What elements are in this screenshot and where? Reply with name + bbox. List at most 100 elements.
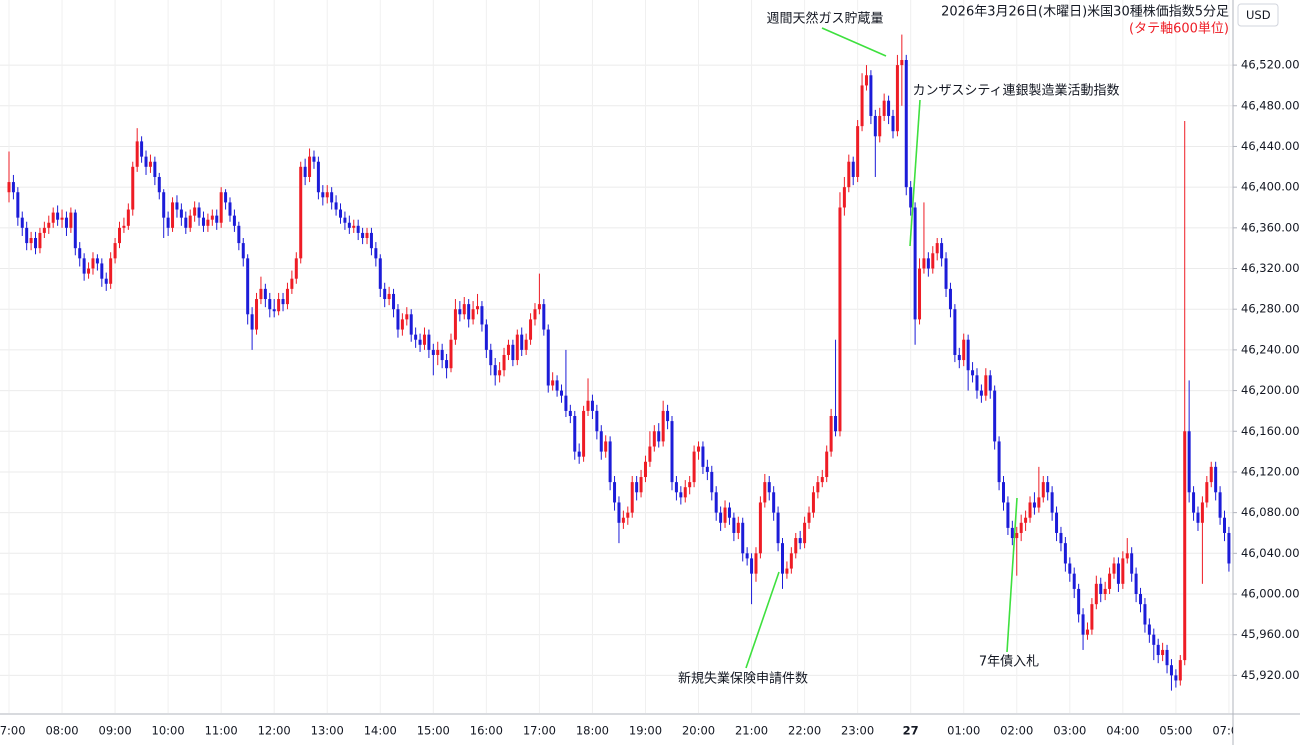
x-tick-label: 17:00 [523,724,556,738]
candle-body [1169,665,1173,676]
candle-body [1125,553,1129,559]
candle-body [1094,583,1098,605]
candle-body [91,258,95,269]
candle-body [179,209,183,218]
candle-body [568,410,572,417]
x-tick-label: 19:00 [629,724,662,738]
candle-body [436,349,440,355]
candle-body [754,553,758,574]
candle-body [1032,502,1036,508]
y-tick-label: 46,520.00 [1241,58,1300,72]
x-tick-label: 09:00 [99,724,132,738]
candle-body [573,416,577,452]
x-tick-label: 04:00 [1106,724,1139,738]
y-tick-label: 46,480.00 [1241,98,1300,112]
candle-body [219,192,223,223]
candle-body [369,232,373,249]
candle-body [400,319,404,330]
annotation: 週間天然ガス貯蔵量 [766,11,883,27]
candle-body [56,212,60,220]
candle-body [294,258,298,279]
candle-body [484,324,488,350]
candle-body [825,451,829,478]
x-tick-label: 05:00 [1159,724,1192,738]
candle-body [1156,644,1160,656]
candle-body [586,400,590,411]
candle-body [1218,492,1222,518]
candle-body [1200,502,1204,523]
candle-body [330,192,334,203]
candle-body [1063,543,1067,564]
candle-body [100,263,104,279]
candle-body [542,304,546,330]
candle-body [78,248,82,259]
candle-body [1010,527,1014,539]
candle-body [785,568,789,574]
candle-body [608,441,612,483]
x-axis: 07:00 08:00 09:00 10:00 11:00 12:00 13:00 14:00… [0,724,1245,738]
candle-body [741,522,745,554]
candle-body [926,258,930,269]
candle-body [789,553,793,569]
y-tick-label: 45,960.00 [1241,627,1300,641]
x-tick-label: 22:00 [788,724,821,738]
y-tick-label: 46,040.00 [1241,546,1300,560]
x-tick-label: 15:00 [417,724,450,738]
candle-body [524,339,528,350]
candle-body [1081,614,1085,635]
candle-body [303,166,307,177]
currency-box [1237,3,1279,27]
candle-body [1227,532,1231,564]
candle-body [643,461,647,478]
x-tick-label: 07:00 [0,724,26,738]
x-tick-label: 01:00 [947,724,980,738]
candle-body [940,243,944,259]
candle-body [794,538,798,554]
candle-body [347,222,351,228]
candle-body [763,482,767,503]
candle-body [418,339,422,345]
candle-body [847,161,851,188]
candles [7,34,1231,691]
candle-body [613,482,617,503]
candle-body [988,375,992,391]
candle-body [334,202,338,210]
candle-body [997,441,1001,483]
candle-body [73,212,77,249]
x-tick-label: 10:00 [152,724,185,738]
x-tick-label: 03:00 [1053,724,1086,738]
currency: USD [1246,8,1271,22]
candle-body [118,227,121,244]
candle-body [683,487,687,498]
annotation-line [821,27,887,57]
candle-body [263,288,267,300]
candle-body [555,380,559,391]
candle-body [838,207,842,432]
candle-body [498,370,502,376]
candle-body [157,176,161,193]
annotation: 新規失業保険申請件数 [678,671,808,687]
candle-body [975,375,979,391]
candle-body [851,161,855,177]
candle-body [38,232,42,249]
candle-body [343,217,347,223]
x-tick-label: 07:00 [1212,724,1245,738]
y-tick-label: 46,320.00 [1241,261,1300,275]
candle-body [820,477,824,483]
x-tick-label: 02:00 [1000,724,1033,738]
candle-body [34,238,38,249]
candle-body [131,166,135,210]
candle-body [87,268,91,274]
candle-body [440,349,444,361]
candle-body [692,451,696,483]
y-tick-label: 46,360.00 [1241,220,1300,234]
candle-body [268,299,272,310]
candle-body [582,410,586,457]
candle-body [626,512,630,518]
candle-body [577,451,581,457]
candle-body [228,202,232,216]
candle-body [414,334,418,340]
candle-body [493,365,497,376]
candle-body [7,182,11,193]
candle-body [290,278,294,289]
